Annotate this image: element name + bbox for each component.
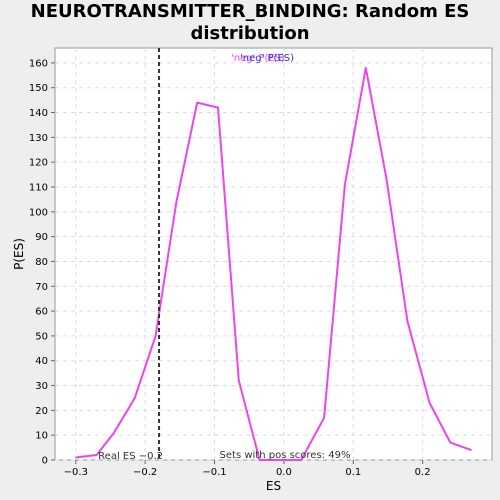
data-point: [175, 201, 177, 203]
y-tick-label: 50: [35, 331, 48, 342]
grid: [55, 48, 492, 461]
y-tick-label: 0: [42, 456, 48, 467]
x-tick-label: 0.1: [345, 467, 361, 478]
data-point: [344, 183, 346, 186]
data-point: [406, 320, 408, 322]
chart-title: NEUROTRANSMITTER_BINDING: Random ES dist…: [0, 1, 500, 45]
plot-area: [54, 47, 493, 461]
data-point: [385, 178, 388, 181]
real-es-line-group: Real ES −0.2: [98, 48, 163, 462]
data-point: [323, 417, 325, 419]
data-point: [134, 397, 136, 399]
y-tick-label: 40: [35, 356, 48, 367]
data-point: [154, 335, 157, 337]
y-tick-label: 10: [35, 431, 48, 442]
x-axis-label: ES: [266, 479, 281, 493]
legend: 'neg' P(ES)'neg' P(ES): [231, 53, 294, 64]
x-tick-label: 0.2: [415, 467, 431, 478]
y-tick-label: 120: [29, 158, 48, 169]
x-tick-label: −0.2: [133, 467, 157, 478]
data-point: [449, 442, 451, 444]
x-tick-label: −0.3: [64, 467, 88, 478]
x-tick-label: −0.1: [202, 467, 226, 478]
data-point: [96, 454, 98, 456]
data-point: [279, 459, 282, 461]
data-point: [217, 106, 219, 109]
y-tick-label: 20: [35, 406, 48, 417]
y-tick-label: 100: [29, 207, 48, 218]
y-tick-label: 80: [35, 257, 48, 268]
es-distribution-line: [75, 66, 472, 461]
y-tick-label: 60: [35, 307, 48, 318]
y-tick-label: 140: [29, 108, 48, 119]
data-point: [259, 459, 261, 461]
data-point: [196, 102, 198, 104]
y-tick-label: 150: [29, 83, 48, 94]
x-tick-label: 0.0: [276, 467, 292, 478]
y-tick-label: 70: [35, 282, 48, 293]
y-tick-label: 30: [35, 381, 48, 392]
data-point: [113, 432, 115, 434]
data-point: [300, 459, 302, 461]
axes: 0 10 20 30 40 50 60 70 80 90 100 110 120 130 140 150 160…: [29, 58, 431, 478]
legend-entry-0: 'neg' P(ES): [231, 53, 285, 64]
chart-title-line-2: distribution: [190, 23, 310, 44]
y-tick-label: 110: [29, 182, 48, 193]
data-point: [238, 379, 240, 382]
data-point: [428, 402, 431, 404]
data-point: [365, 67, 367, 69]
real-es-label: Real ES −0.2: [98, 451, 163, 462]
y-axis-label: P(ES): [12, 238, 26, 270]
y-tick-label: 130: [29, 133, 48, 144]
y-tick-label: 160: [29, 58, 48, 69]
legend-entry-1: 'neg' P(ES): [240, 53, 294, 64]
series-group: [75, 66, 472, 461]
pos-scores-annotation: Sets with pos scores: 49%: [220, 450, 351, 461]
data-point: [470, 449, 472, 451]
chart-title-line-1: NEUROTRANSMITTER_BINDING: Random ES: [30, 1, 470, 22]
data-point: [75, 456, 77, 459]
y-tick-label: 90: [35, 232, 48, 243]
